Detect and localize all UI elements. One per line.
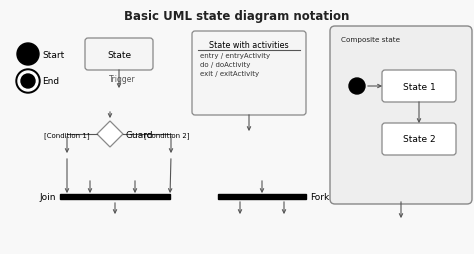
Text: [Condition 2]: [Condition 2] — [144, 132, 190, 138]
Text: Join: Join — [39, 193, 56, 202]
Circle shape — [17, 44, 39, 66]
Text: State 2: State 2 — [403, 135, 435, 144]
Text: State: State — [107, 50, 131, 59]
Text: End: End — [42, 77, 59, 86]
Text: [Condition 1]: [Condition 1] — [44, 132, 90, 138]
Text: Basic UML state diagram notation: Basic UML state diagram notation — [124, 10, 350, 23]
Circle shape — [349, 79, 365, 95]
Bar — [218, 194, 306, 199]
Polygon shape — [97, 121, 123, 147]
FancyBboxPatch shape — [382, 123, 456, 155]
Text: Composite state: Composite state — [341, 37, 400, 43]
Circle shape — [18, 72, 38, 92]
Text: Fork: Fork — [310, 193, 329, 202]
Circle shape — [16, 70, 40, 94]
Circle shape — [21, 75, 35, 89]
FancyBboxPatch shape — [330, 27, 472, 204]
Text: entry / entryActivity
do / doActivity
exit / exitActivity: entry / entryActivity do / doActivity ex… — [200, 53, 270, 77]
Text: Guard: Guard — [126, 130, 154, 139]
Text: State with activities: State with activities — [209, 41, 289, 50]
Text: Trigger: Trigger — [109, 75, 135, 84]
Bar — [60, 194, 170, 199]
Text: State 1: State 1 — [402, 82, 436, 91]
Text: Start: Start — [42, 50, 64, 59]
FancyBboxPatch shape — [192, 32, 306, 116]
FancyBboxPatch shape — [382, 71, 456, 103]
FancyBboxPatch shape — [85, 39, 153, 71]
